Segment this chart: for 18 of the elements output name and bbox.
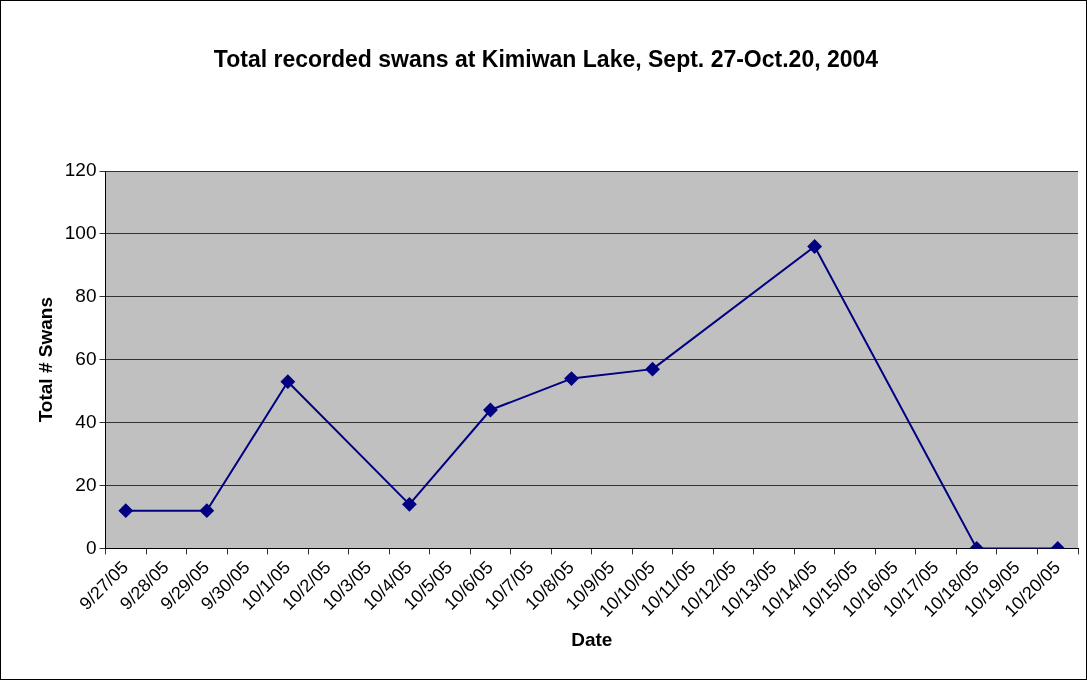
y-tick-label: 100: [64, 222, 97, 244]
y-tick-label: 20: [75, 473, 97, 495]
point: [118, 503, 133, 518]
point: [645, 362, 660, 377]
point: [564, 371, 579, 386]
y-tick-label: 60: [75, 347, 97, 369]
chart-title: Total recorded swans at Kimiwan Lake, Sept. 27-Oct.20, 2004: [212, 45, 880, 74]
x-axis-title: Date: [571, 628, 613, 650]
y-tick-label: 0: [85, 536, 97, 558]
point: [280, 374, 295, 389]
y-tick-label: 120: [64, 159, 97, 181]
point: [483, 403, 498, 418]
point: [402, 497, 417, 512]
point: [807, 239, 822, 254]
y-axis-title: Total # Swans: [34, 297, 56, 423]
y-tick-label: 80: [75, 285, 97, 307]
y-tick-label: 40: [75, 410, 97, 432]
point: [199, 503, 214, 518]
